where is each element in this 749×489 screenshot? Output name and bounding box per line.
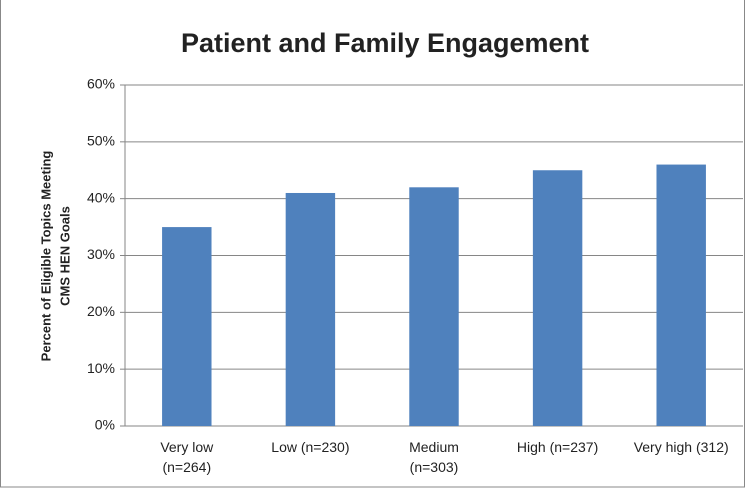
y-tick-label: 50%: [87, 133, 115, 149]
y-tick-label: 30%: [87, 246, 115, 262]
x-tick-label: High (n=237): [516, 439, 599, 455]
x-tick-label: Very high (312): [633, 439, 729, 455]
y-axis-label: Percent of Eligible Topics Meeting: [38, 151, 53, 362]
x-tick-label: Medium (n=303): [409, 439, 459, 475]
y-axis-label: CMS HEN Goals: [57, 206, 72, 306]
x-tick-label: Very low (n=264): [160, 439, 214, 475]
y-tick-label: 0%: [95, 417, 115, 433]
bar: [285, 192, 336, 426]
bar: [532, 170, 583, 426]
y-tick-label: 20%: [87, 303, 115, 319]
chart-title: Patient and Family Engagement: [181, 28, 589, 58]
x-tick-label: Low (n=230): [271, 439, 350, 455]
y-tick-label: 10%: [87, 360, 115, 376]
y-tick-label: 60%: [87, 76, 115, 92]
bar: [656, 164, 706, 427]
bar: [162, 227, 212, 426]
bar: [409, 187, 459, 426]
y-tick-label: 40%: [87, 189, 115, 205]
